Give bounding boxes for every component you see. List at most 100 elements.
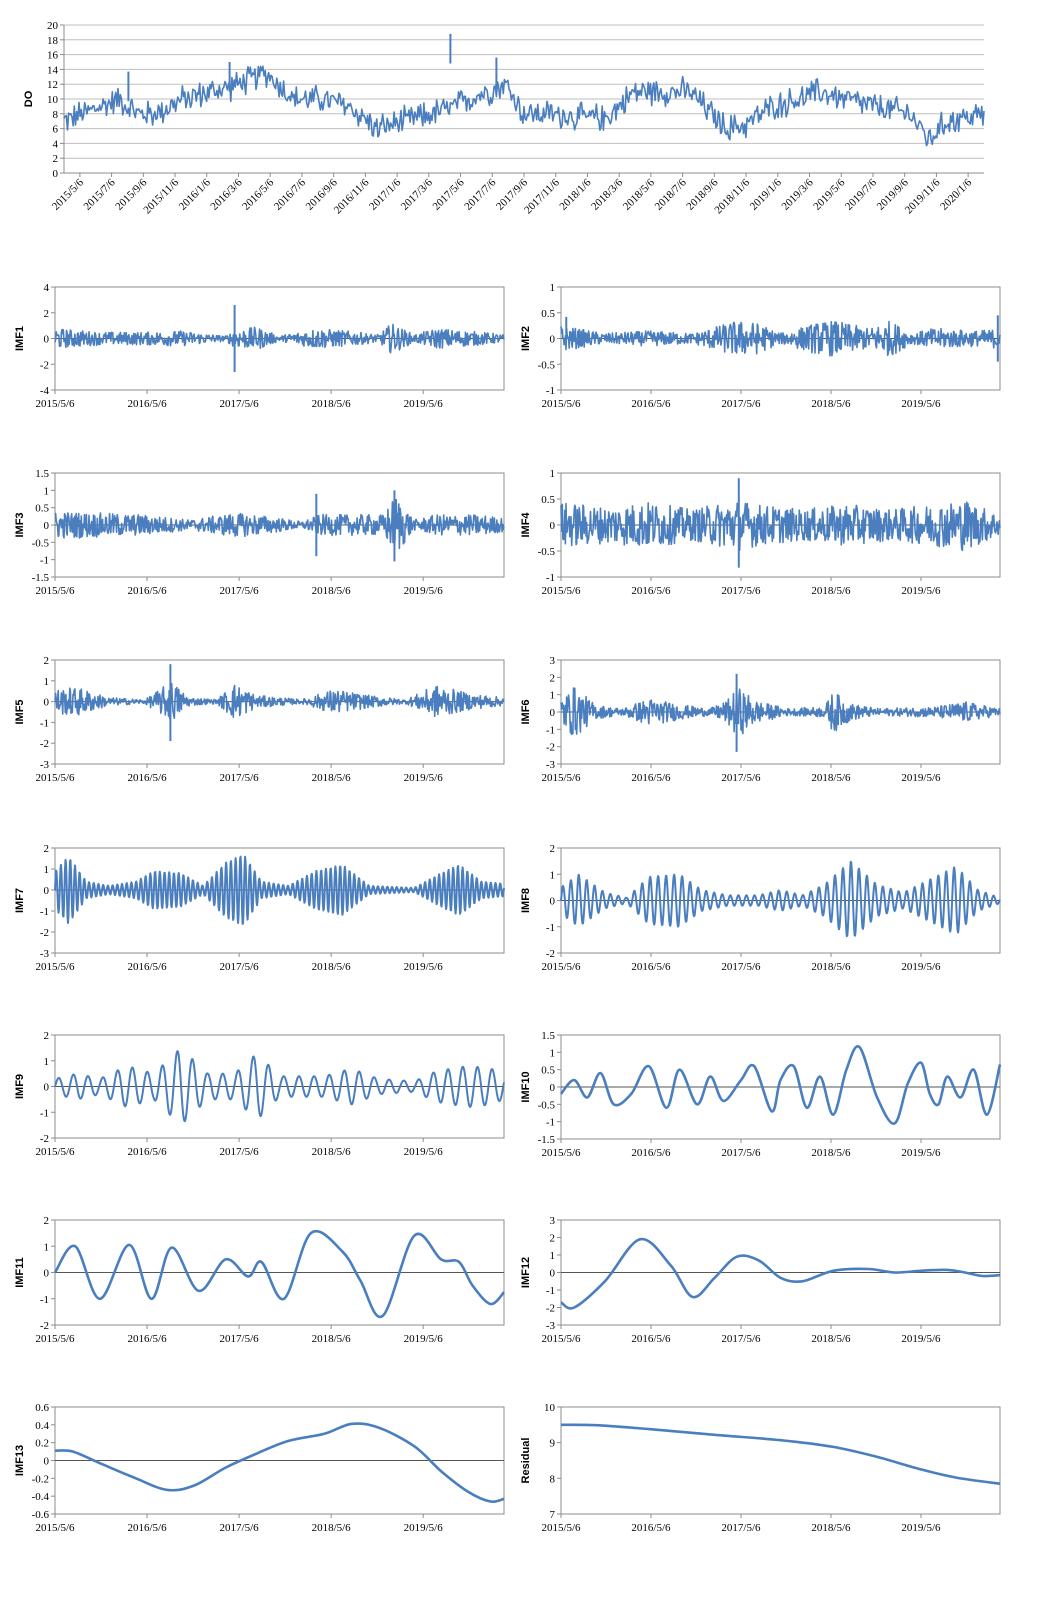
x-tick-label: 2015/5/6 [35,772,75,784]
x-tick-label: 2017/5/6 [220,398,260,410]
x-tick-label: 2019/5/6 [404,1146,444,1158]
y-tick-label: 4 [44,282,50,294]
y-tick-label: 0 [550,520,556,532]
y-tick-label: 1 [44,485,50,497]
x-tick-label: 2019/5/6 [901,772,941,784]
x-tick-label: 2018/5/6 [312,772,352,784]
y-tick-label: 3 [550,1215,556,1227]
y-tick-label: 0 [550,896,556,908]
x-tick-label: 2018/7/6 [653,176,689,212]
y-tick-label: -0.2 [32,1473,49,1485]
y-tick-label: -1 [546,724,555,736]
series-line [560,320,1001,357]
y-tick-label: 20 [47,20,59,32]
y-tick-label: 2 [44,1030,50,1042]
y-tick-label: -1 [40,717,49,729]
chart-imf4: -1 -0.5 0 0.5 1 2015/5/6 2016/5/6 2017/5/6 2018/… [520,468,1001,597]
y-tick-label: -4 [40,385,50,397]
y-tick-label: 1 [44,1241,50,1253]
y-tick-label: 0 [44,1456,50,1468]
x-tick-label: 2018/5/6 [811,1147,851,1159]
chart-imf9: -2 -1 0 1 2 2015/5/6 2016/5/6 2017/5/6 2018/5/6 2… [14,1030,505,1158]
x-tick-label: 2018/5/6 [811,1333,851,1345]
y-tick-label: -2 [40,1133,49,1145]
x-tick-label: 2017/5/6 [220,961,260,973]
x-tick-label: 2015/5/6 [35,1146,75,1158]
x-tick-label: 2018/5/6 [312,398,352,410]
y-axis-label: IMF10 [520,1071,532,1102]
chart-imf2: -1 -0.5 0 0.5 1 2015/5/6 2016/5/6 2017/5/6 2018/… [520,282,1001,410]
y-axis-label: Residual [520,1438,532,1484]
x-tick-label: 2016/5/6 [631,585,671,597]
y-tick-label: -0.4 [32,1491,50,1503]
x-tick-label: 2016/5/6 [127,1522,167,1534]
y-tick-label: 0 [44,1268,50,1280]
x-tick-label: 2016/3/6 [208,176,244,212]
x-tick-label: 2019/5/6 [404,1333,444,1345]
series-line [54,1422,505,1504]
y-tick-label: -1 [546,1117,555,1129]
x-tick-label: 2019/5/6 [901,398,941,410]
x-tick-label: 2018/5/6 [811,1522,851,1534]
x-tick-label: 2015/7/6 [82,176,118,212]
x-tick-label: 2018/5/6 [312,585,352,597]
series-line [560,1237,1001,1310]
x-tick-label: 2015/5/6 [35,585,75,597]
y-axis-label: IMF7 [14,888,26,913]
y-axis-label: IMF3 [14,512,26,537]
y-tick-label: 0 [53,168,59,180]
y-tick-label: 0 [44,1082,50,1094]
x-tick-label: 2017/5/6 [220,585,260,597]
chart-imf5: -3 -2 -1 0 1 2 2015/5/6 2016/5/6 2017/5/6 2018/5/… [14,655,505,784]
x-tick-label: 2017/5/6 [220,1333,260,1345]
y-tick-label: 14 [47,64,59,76]
x-tick-label: 2015/5/6 [35,398,75,410]
x-tick-label: 2015/5/6 [541,398,581,410]
y-tick-label: -1 [546,922,555,934]
y-tick-label: 0 [44,697,50,709]
x-tick-label: 2016/1/6 [177,176,213,212]
y-tick-label: 0.4 [35,1420,49,1432]
y-tick-label: 1 [550,869,556,881]
y-tick-label: -1.5 [32,572,50,584]
chart-imf10: -1.5 -1 -0.5 0 0.5 1 1.5 2015/5/6 2016/5/6 2017/5… [520,1030,1002,1159]
y-tick-label: 9 [550,1438,556,1450]
x-tick-label: 2015/5/6 [35,961,75,973]
y-tick-label: 0 [550,1268,556,1280]
x-tick-label: 2019/11/6 [903,176,943,216]
series-line [560,860,1001,938]
x-tick-label: 2016/5/6 [127,1146,167,1158]
x-tick-label: 2017/11/6 [522,176,562,216]
series-line [63,65,985,147]
x-tick-label: 2015/5/6 [541,1147,581,1159]
x-tick-label: 2015/11/6 [141,176,181,216]
y-tick-label: -0.5 [538,1099,556,1111]
y-tick-label: -2 [40,359,49,371]
series-line [54,855,505,925]
x-tick-label: 2019/5/6 [901,585,941,597]
x-tick-label: 2017/5/6 [721,585,761,597]
y-tick-label: -0.6 [32,1509,50,1521]
y-tick-label: -1 [546,572,555,584]
y-tick-label: 4 [53,138,59,150]
x-tick-label: 2018/5/6 [312,961,352,973]
x-tick-label: 2019/5/6 [901,1147,941,1159]
x-tick-label: 2016/7/6 [272,176,308,212]
y-tick-label: 2 [44,308,50,320]
x-tick-label: 2018/5/6 [811,961,851,973]
x-tick-label: 2018/5/6 [621,176,657,212]
y-tick-label: 0.5 [35,503,49,515]
y-tick-label: -3 [546,759,556,771]
x-tick-label: 2019/5/6 [404,585,444,597]
y-axis-label: IMF12 [520,1257,532,1288]
y-tick-label: 1.5 [35,468,49,480]
y-tick-label: 7 [550,1509,556,1521]
y-tick-label: 0.5 [541,494,555,506]
series-line [560,1423,1001,1485]
y-tick-label: -0.5 [538,546,556,558]
x-tick-label: 2019/5/6 [404,961,444,973]
y-tick-label: 8 [550,1473,556,1485]
chart-imf11: -2 -1 0 1 2 2015/5/6 2016/5/6 2017/5/6 2018/5/6 2… [14,1215,505,1345]
x-tick-label: 2017/5/6 [721,772,761,784]
series-line [560,686,1001,736]
